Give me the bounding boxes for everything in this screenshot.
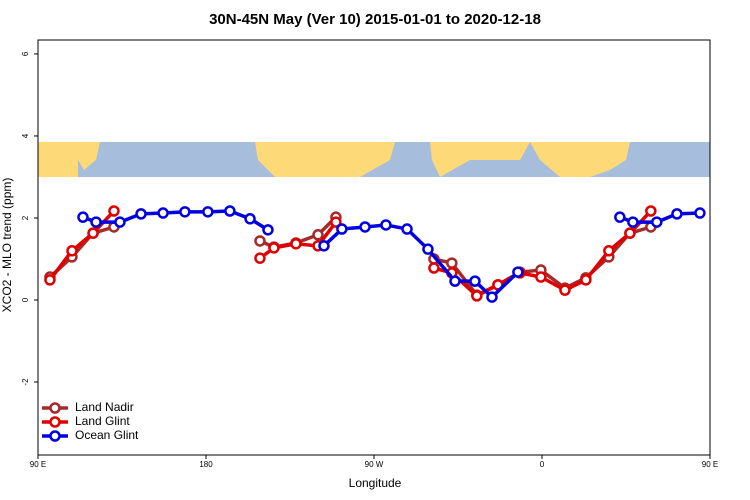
legend-label: Ocean Glint	[75, 428, 139, 442]
data-point	[428, 262, 440, 274]
data-point	[469, 275, 481, 287]
data-point	[318, 240, 330, 252]
data-point	[449, 275, 461, 287]
legend-label: Land Nadir	[75, 400, 134, 414]
data-point	[645, 205, 657, 217]
data-point	[87, 227, 99, 239]
legend-marker	[49, 430, 61, 442]
data-point	[471, 290, 483, 302]
x-tick-label: 90 W	[365, 460, 384, 469]
data-point	[254, 252, 266, 264]
data-point	[202, 206, 214, 218]
data-point	[268, 242, 280, 254]
y-tick-label: 0	[21, 297, 30, 302]
data-point	[422, 243, 434, 255]
data-point	[135, 208, 147, 220]
data-point	[244, 213, 256, 225]
data-point	[90, 216, 102, 228]
data-point	[671, 208, 683, 220]
y-axis-label: XCO2 - MLO trend (ppm)	[0, 178, 14, 313]
data-point	[614, 211, 626, 223]
x-tick-label: 90 E	[702, 460, 718, 469]
legend: Land Nadir Land Glint Ocean Glint	[42, 400, 139, 442]
x-tick-label: 180	[199, 460, 213, 469]
data-point	[157, 207, 169, 219]
data-point	[580, 274, 592, 286]
data-point	[312, 229, 324, 241]
data-point	[486, 291, 498, 303]
data-point	[446, 257, 458, 269]
x-tick-label: 0	[540, 460, 545, 469]
x-tick-label: 90 E	[30, 460, 46, 469]
data-point	[401, 223, 413, 235]
data-point	[290, 238, 302, 250]
legend-label: Land Glint	[75, 414, 130, 428]
data-point	[44, 274, 56, 286]
data-point	[535, 271, 547, 283]
data-point	[66, 245, 78, 257]
legend-marker	[49, 416, 61, 428]
y-tick-label: 2	[21, 215, 30, 220]
data-point	[224, 205, 236, 217]
data-point	[694, 207, 706, 219]
data-point	[77, 211, 89, 223]
data-point	[624, 227, 636, 239]
data-point	[262, 224, 274, 236]
y-tick-label: -2	[21, 378, 30, 386]
data-point	[254, 235, 266, 247]
data-point	[651, 216, 663, 228]
data-point	[359, 221, 371, 233]
data-point	[512, 266, 524, 278]
data-point	[179, 206, 191, 218]
data-point	[559, 284, 571, 296]
data-point	[108, 205, 120, 217]
data-point	[603, 245, 615, 257]
data-point	[336, 223, 348, 235]
data-point	[627, 216, 639, 228]
map-band	[38, 142, 710, 177]
data-point	[114, 216, 126, 228]
x-axis-label: Longitude	[349, 476, 402, 490]
y-tick-label: 4	[21, 133, 30, 138]
chart-title: 30N-45N May (Ver 10) 2015-01-01 to 2020-…	[209, 11, 541, 28]
legend-marker	[49, 402, 61, 414]
data-point	[380, 219, 392, 231]
data-point	[330, 216, 342, 228]
y-tick-label: 6	[21, 51, 30, 56]
